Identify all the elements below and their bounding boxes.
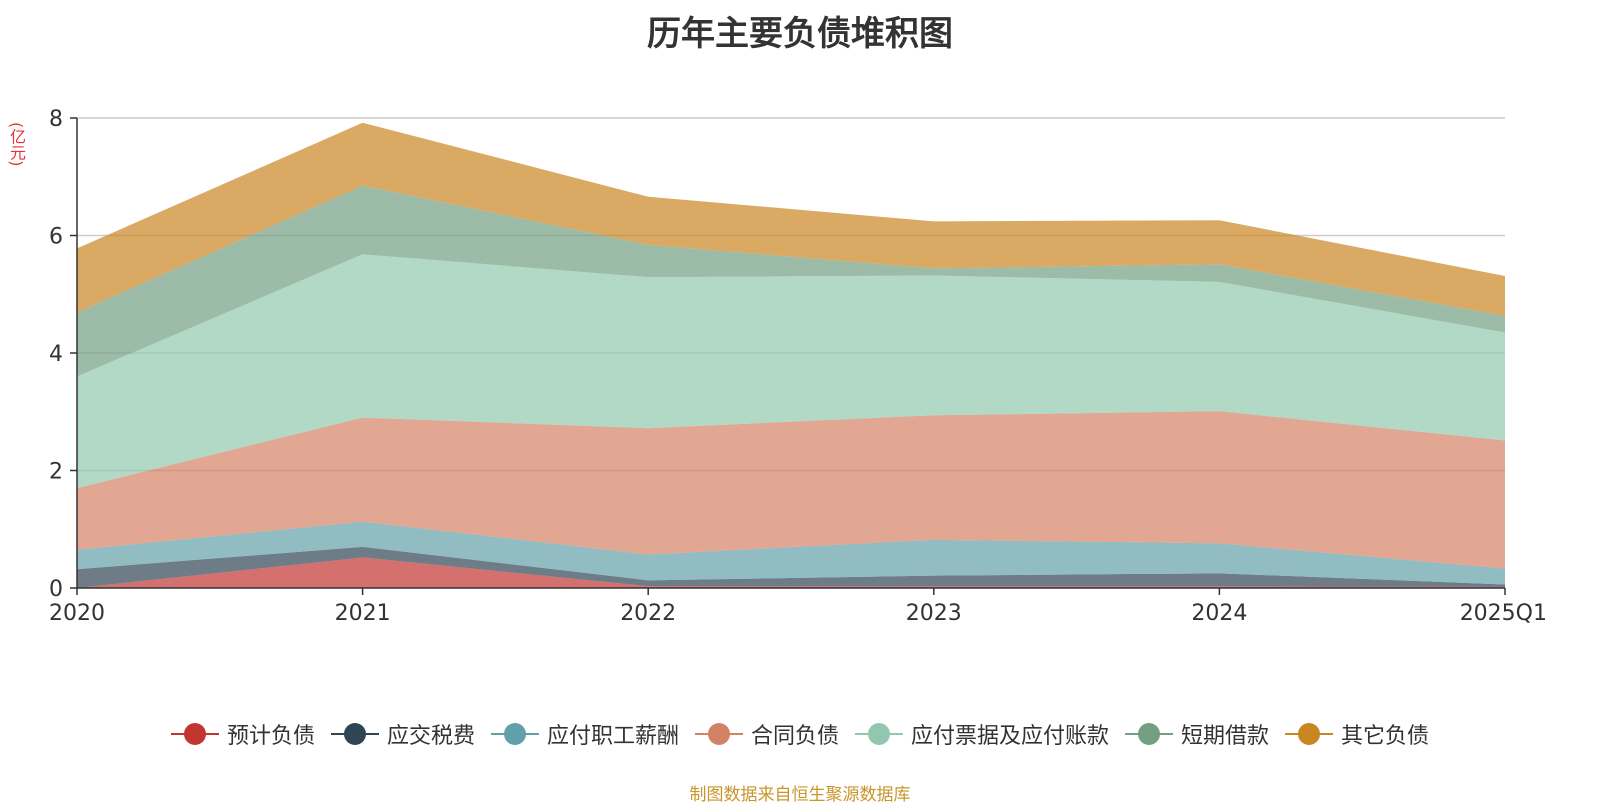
legend-label: 短期借款 (1181, 724, 1270, 749)
x-tick-label-2023: 2023 (906, 601, 962, 626)
x-tick-label-2021: 2021 (335, 601, 391, 626)
x-tick-label-2024: 2024 (1191, 601, 1247, 626)
legend-label: 应交税费 (386, 724, 475, 749)
legend-item-2[interactable]: 应付职工薪酬 (490, 718, 679, 750)
area-series-6 (77, 122, 1505, 316)
area-series-0 (77, 557, 1505, 588)
legend-item-0[interactable]: 预计负债 (170, 718, 315, 750)
x-tick-label-2020: 2020 (49, 601, 105, 626)
source-note: 制图数据来自恒生聚源数据库 (689, 785, 911, 805)
y-tick-label-2: 2 (49, 460, 63, 485)
legend-marker-icon (330, 722, 379, 746)
legend-marker-icon (1125, 722, 1174, 746)
legend-item-4[interactable]: 应付票据及应付账款 (855, 718, 1109, 750)
area-series-5 (77, 185, 1505, 377)
area-series-2 (77, 521, 1505, 585)
legend: 预计负债 应交税费 应付职工薪酬 合同负债 应付票据及应付账款 短期借款 其它负债 (0, 718, 1600, 750)
area-series-3 (77, 411, 1505, 569)
area-layer (77, 122, 1505, 588)
legend-label: 应付职工薪酬 (546, 724, 679, 749)
legend-marker-icon (490, 722, 539, 746)
y-tick-label-4: 4 (49, 342, 63, 367)
y-tick-label-6: 6 (49, 225, 63, 250)
x-tick-label-2025Q1: 2025Q1 (1460, 601, 1547, 626)
legend-label: 预计负债 (226, 724, 315, 749)
axis-layer: 0 2 4 6 8 2020 2021 2022 2023 2024 2025Q1 (49, 107, 1547, 626)
legend-label: 应付票据及应付账款 (911, 724, 1110, 749)
legend-label: 其它负债 (1341, 724, 1430, 749)
legend-label: 合同负债 (750, 724, 839, 749)
legend-marker-icon (855, 722, 903, 746)
legend-item-5[interactable]: 短期借款 (1125, 718, 1269, 750)
y-tick-label-0: 0 (49, 577, 63, 602)
legend-marker-icon (170, 722, 219, 746)
legend-marker-icon (1285, 722, 1334, 746)
y-tick-label-8: 8 (49, 107, 63, 132)
area-series-4 (77, 254, 1505, 489)
legend-marker-icon (694, 722, 743, 746)
x-tick-label-2022: 2022 (620, 601, 676, 626)
y-axis-unit-label: (亿元) (7, 122, 26, 167)
legend-item-3[interactable]: 合同负债 (694, 718, 839, 750)
area-series-1 (77, 546, 1505, 588)
legend-item-6[interactable]: 其它负债 (1285, 718, 1429, 750)
legend-item-1[interactable]: 应交税费 (330, 718, 475, 750)
chart-title: 历年主要负债堆积图 (647, 14, 953, 54)
